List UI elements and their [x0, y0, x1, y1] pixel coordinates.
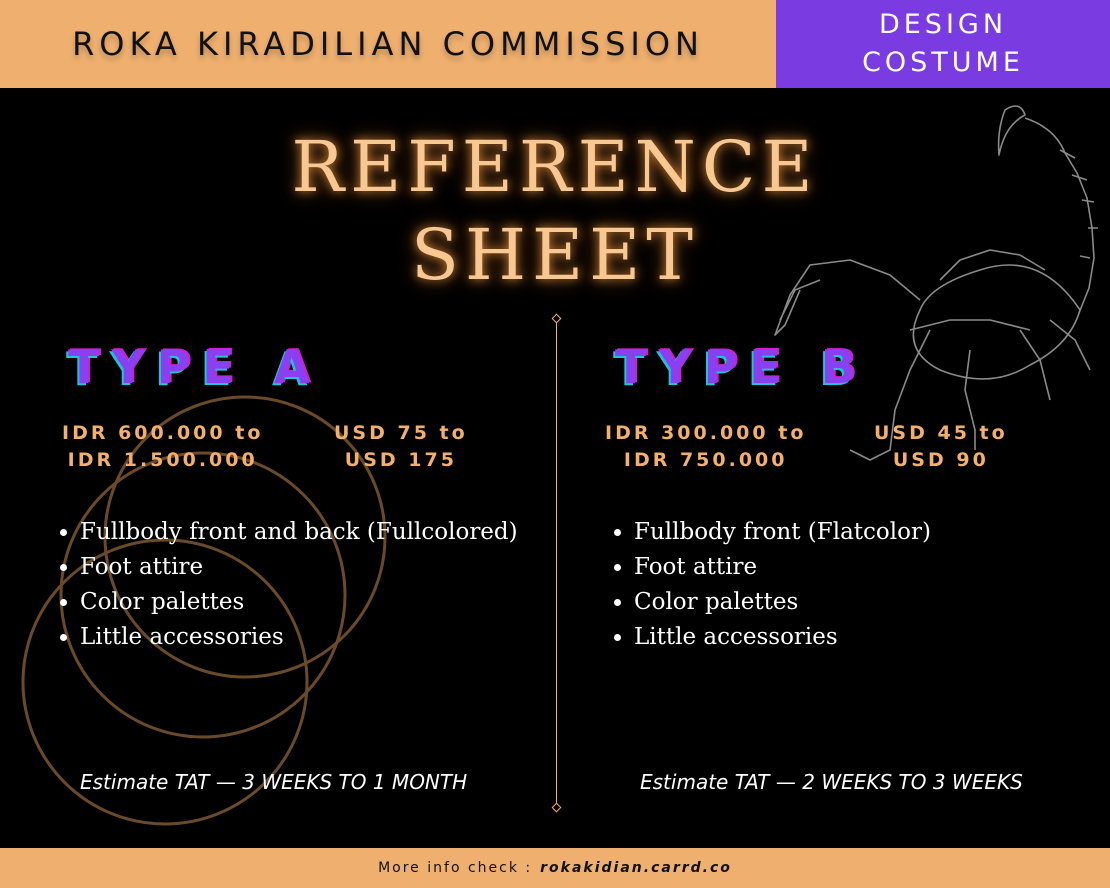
- feature-item: Foot attire: [634, 550, 931, 585]
- type-b-idr: IDR 300.000 to IDR 750.000: [605, 422, 807, 471]
- header-title: ROKA KIRADILIAN COMMISSION: [72, 25, 704, 63]
- footer: More info check : rokakidian.carrd.co: [0, 848, 1110, 888]
- scorpion-icon: [774, 105, 1098, 461]
- badge-line1: DESIGN: [878, 9, 1008, 40]
- feature-item: Color palettes: [80, 585, 518, 620]
- header-title-bar: ROKA KIRADILIAN COMMISSION: [0, 0, 776, 88]
- feature-item: Fullbody front and back (Fullcolored): [80, 515, 518, 550]
- type-a-usd: USD 75 to USD 175: [334, 422, 468, 471]
- footer-label: More info check :: [378, 860, 533, 876]
- column-divider: [556, 318, 557, 808]
- header-badge: DESIGN COSTUME: [776, 0, 1110, 88]
- type-a-features: Fullbody front and back (Fullcolored) Fo…: [60, 515, 518, 655]
- type-a-tat: Estimate TAT — 3 WEEKS TO 1 MONTH: [80, 770, 468, 794]
- type-a-heading: TYPE A: [68, 340, 322, 394]
- circles-decoration: [21, 395, 387, 826]
- feature-item: Little accessories: [634, 620, 931, 655]
- title-line2: SHEET: [411, 214, 699, 296]
- type-b-usd: USD 45 to USD 90: [874, 422, 1008, 471]
- feature-item: Color palettes: [634, 585, 931, 620]
- type-b-tat: Estimate TAT — 2 WEEKS TO 3 WEEKS: [640, 770, 1023, 794]
- badge-line2: COSTUME: [862, 47, 1024, 78]
- feature-item: Little accessories: [80, 620, 518, 655]
- feature-item: Fullbody front (Flatcolor): [634, 515, 931, 550]
- footer-link[interactable]: rokakidian.carrd.co: [540, 860, 732, 876]
- title-line1: REFERENCE: [291, 126, 819, 208]
- type-b-heading: TYPE B: [615, 340, 868, 394]
- type-a-idr: IDR 600.000 to IDR 1.500.000: [62, 422, 264, 471]
- type-b-features: Fullbody front (Flatcolor) Foot attire C…: [614, 515, 931, 655]
- feature-item: Foot attire: [80, 550, 518, 585]
